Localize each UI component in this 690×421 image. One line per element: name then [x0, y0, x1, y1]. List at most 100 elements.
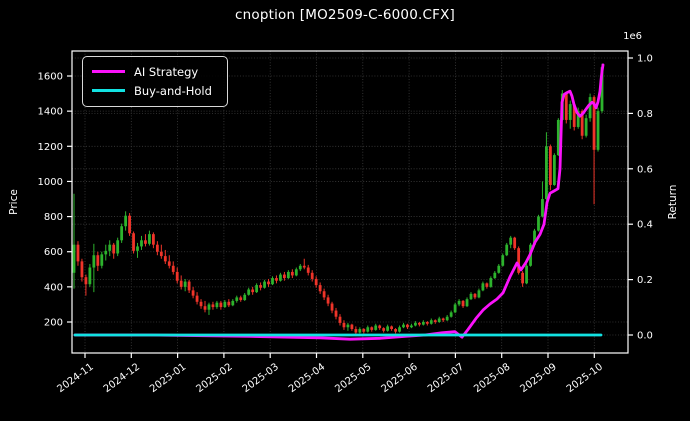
candlestick	[600, 67, 604, 112]
candlestick	[533, 230, 536, 245]
chart-legend: AI Strategy Buy-and-Hold	[82, 56, 228, 107]
candlestick	[433, 320, 437, 322]
candlestick	[394, 329, 397, 332]
candlestick	[259, 285, 262, 288]
candlestick	[537, 216, 540, 231]
candlestick	[386, 326, 390, 331]
month-tick-label: 2025-08	[472, 362, 512, 395]
candlestick	[120, 226, 124, 241]
candlestick	[322, 291, 326, 298]
legend-item-buy-and-hold: Buy-and-Hold	[92, 81, 218, 100]
candlestick	[267, 281, 270, 285]
candlestick	[298, 265, 302, 270]
return-tick-label: 0.0	[637, 331, 653, 342]
candlestick	[485, 283, 489, 287]
candlestick	[378, 325, 382, 329]
candlestick	[183, 281, 187, 287]
candlestick	[128, 215, 131, 234]
month-tick-label: 2025-07	[426, 362, 466, 395]
candlestick	[231, 300, 235, 306]
axes-spines	[71, 50, 629, 354]
price-tick-label: 200	[44, 318, 63, 329]
candlestick	[410, 325, 413, 328]
candlestick	[517, 248, 521, 273]
candlestick	[167, 261, 171, 266]
price-tick-label: 1200	[38, 142, 63, 153]
candlestick	[334, 310, 338, 317]
price-tick-label: 800	[44, 212, 63, 223]
candlestick	[171, 265, 175, 272]
candlestick	[417, 322, 421, 325]
right-axis-offset-multiplier: 1e6	[623, 31, 642, 42]
month-tick-label: 2025-02	[194, 362, 234, 395]
candlestick	[441, 318, 445, 321]
month-tick-label: 2025-05	[333, 362, 373, 395]
candlestick	[521, 272, 525, 284]
candlestick	[191, 290, 195, 296]
candlestick	[306, 267, 310, 273]
candlestick	[362, 329, 366, 332]
candlestick	[310, 272, 314, 279]
legend-label: AI Strategy	[134, 64, 199, 79]
candlestick	[421, 322, 425, 325]
candlestick	[437, 318, 441, 322]
candlestick	[96, 255, 100, 266]
candlestick	[457, 300, 461, 305]
candlestick	[294, 269, 298, 276]
candlestick	[227, 301, 231, 306]
candlestick	[330, 303, 334, 311]
return-tick-label: 1.0	[637, 54, 653, 65]
candlestick	[513, 237, 517, 249]
month-tick-label: 2025-09	[518, 362, 558, 395]
price-tick-label: 1600	[38, 72, 63, 83]
candlestick	[445, 316, 449, 321]
candlestick	[179, 280, 183, 287]
candlestick	[568, 104, 572, 120]
candlestick	[572, 104, 576, 127]
candlestick	[302, 265, 306, 268]
candlestick	[251, 289, 255, 293]
candlestick	[199, 301, 203, 307]
candlestick	[584, 118, 588, 136]
candlestick	[354, 329, 358, 333]
candlestick	[342, 322, 346, 328]
candlestick	[382, 328, 386, 331]
candlestick	[175, 271, 179, 281]
candlestick	[88, 267, 92, 285]
candlestick	[545, 146, 548, 200]
candlestick	[215, 302, 219, 308]
candlestick	[144, 240, 147, 244]
candlestick	[148, 234, 151, 244]
candlestick	[346, 324, 350, 328]
candlestick	[398, 327, 401, 332]
candlestick	[275, 278, 278, 281]
candlestick	[124, 215, 128, 227]
candlestick	[132, 233, 135, 251]
legend-label: Buy-and-Hold	[134, 83, 212, 98]
candlestick	[247, 289, 251, 295]
candlestick	[155, 244, 159, 252]
candlestick	[429, 320, 433, 324]
candlestick	[501, 255, 505, 266]
month-tick-label: 2025-04	[287, 362, 327, 395]
candlestick	[461, 300, 465, 307]
candlestick	[108, 244, 112, 251]
month-tick-label: 2025-01	[148, 362, 188, 395]
candlestick	[588, 97, 592, 119]
candlestick	[402, 324, 405, 328]
candlestick	[556, 119, 560, 156]
candlestick	[195, 295, 199, 302]
month-tick-label: 2024-11	[55, 362, 95, 395]
candlestick	[497, 265, 501, 273]
candlestick	[235, 297, 239, 301]
candlestick	[263, 281, 266, 288]
candlestick	[151, 234, 155, 245]
candlestick	[203, 306, 207, 310]
candlestick	[140, 240, 143, 247]
candlestick	[552, 155, 556, 185]
candlestick	[279, 274, 282, 281]
candlestick	[596, 111, 600, 150]
candlestick	[318, 285, 322, 292]
candlestick	[425, 322, 429, 324]
